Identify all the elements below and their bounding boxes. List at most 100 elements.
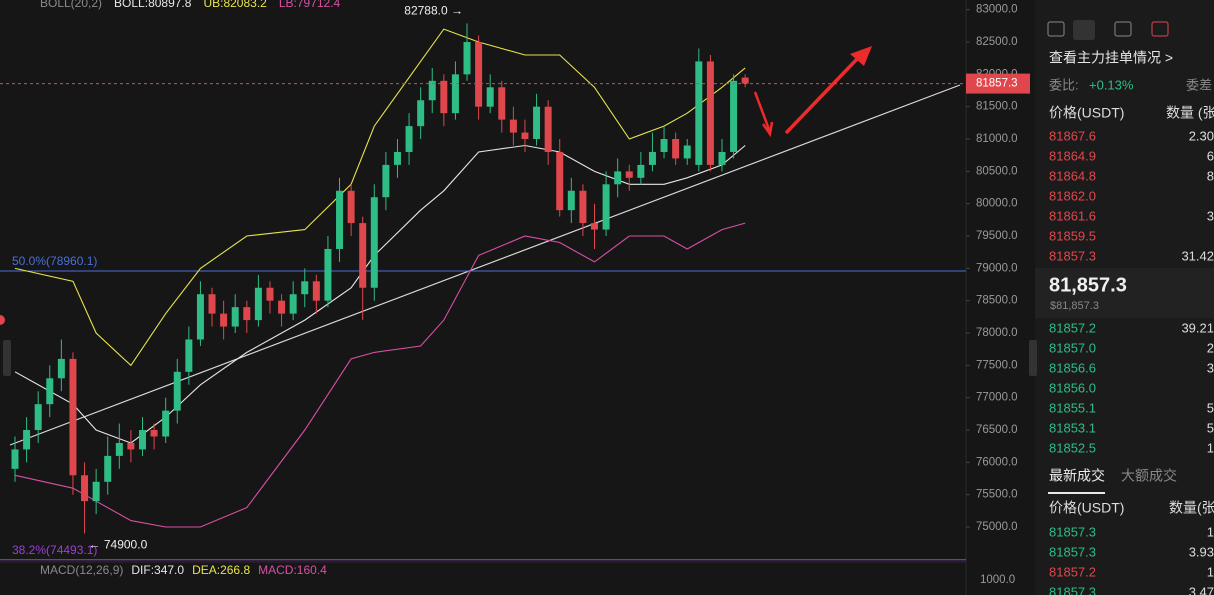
macd-label: DEA:266.8	[192, 563, 250, 577]
ask-amount: 3	[1207, 208, 1214, 223]
y-tick-label: 77500.0	[976, 359, 1018, 371]
candle-body	[440, 80, 448, 114]
candle-body	[324, 248, 332, 301]
candle-body	[591, 223, 598, 230]
candle-body	[463, 42, 471, 75]
ask-price: 81864.8	[1049, 168, 1096, 183]
candle-body	[347, 190, 355, 224]
ratio-value: +0.13%	[1089, 77, 1134, 92]
ask-amount: 2.30	[1189, 128, 1214, 143]
y-tick-label: 75000.0	[976, 521, 1018, 533]
candle-body	[208, 294, 216, 314]
candle-body	[127, 442, 135, 450]
y-tick-label: 79000.0	[976, 262, 1018, 274]
bid-price: 81856.6	[1049, 360, 1096, 375]
candle-body	[486, 87, 494, 107]
candle-body	[150, 430, 158, 437]
candle-body	[23, 430, 31, 450]
band-line	[14, 28, 746, 367]
macd-label: MACD(12,26,9)	[40, 563, 123, 577]
candle-body	[579, 190, 587, 224]
y-tick-label: 76000.0	[976, 456, 1018, 468]
header: 价格(USDT)	[1049, 500, 1124, 516]
price-tag-label: 81857.3	[976, 78, 1018, 90]
y-tick-label: 75500.0	[976, 489, 1018, 501]
y-tick-label: 76500.0	[976, 424, 1018, 436]
bid-price: 81857.2	[1049, 320, 1096, 335]
tool-icon[interactable]	[1047, 21, 1065, 37]
header: 数量(张	[1169, 500, 1214, 516]
candle-body	[509, 119, 517, 133]
tab[interactable]: 大额成交	[1121, 468, 1177, 484]
bid-amount: 2	[1207, 340, 1214, 355]
ask-price: 81857.3	[1049, 248, 1096, 263]
candle-body	[556, 151, 564, 211]
tool-icon[interactable]	[1114, 21, 1132, 37]
collapse-tab[interactable]	[3, 340, 11, 376]
candle-body	[370, 197, 378, 288]
ratio-label: 委比:	[1049, 77, 1079, 92]
macd-label: MACD:160.4	[258, 563, 327, 577]
candle-body	[138, 430, 146, 450]
y-tick-label: 78500.0	[976, 295, 1018, 307]
candle-body	[336, 190, 344, 249]
tab[interactable]: 最新成交	[1049, 468, 1105, 484]
candle-body	[382, 164, 390, 198]
level-label: 38.2%(74493.1)	[12, 543, 97, 557]
annotation: ← 74900.0	[89, 538, 148, 552]
bid-amount: 1	[1207, 440, 1214, 455]
level-label: 50.0%(78960.1)	[12, 254, 97, 268]
trade-amount: 1	[1207, 564, 1214, 579]
bid-amount: 5	[1207, 420, 1214, 435]
candle-body	[544, 106, 552, 152]
candle-body	[695, 61, 703, 165]
y-tick-label: 81000.0	[976, 133, 1018, 145]
candle-body	[266, 287, 274, 301]
bid-price: 81852.5	[1049, 440, 1096, 455]
candle-body	[92, 481, 100, 502]
bid-price: 81856.0	[1049, 380, 1096, 395]
collapse-tab[interactable]	[1029, 340, 1037, 376]
trade-price: 81857.3	[1049, 544, 1096, 559]
candle-body	[196, 294, 204, 340]
bid-price: 81853.1	[1049, 420, 1096, 435]
candle-body	[567, 190, 575, 211]
candle-body	[451, 74, 459, 114]
trade-price: 81857.3	[1049, 584, 1096, 595]
price-tag	[966, 73, 1030, 94]
candle-body	[301, 281, 309, 295]
ask-amount: 6	[1207, 148, 1214, 163]
candle-body	[660, 139, 668, 152]
trade-price: 81857.2	[1049, 564, 1096, 579]
price-box	[1035, 268, 1214, 318]
tool-icon[interactable]	[1151, 21, 1169, 37]
trade-amount: 3.93	[1189, 544, 1214, 559]
ask-amount: 31.42	[1181, 248, 1214, 263]
arrow-down	[753, 91, 774, 138]
candle-body	[405, 126, 413, 152]
y-tick-label: 79500.0	[976, 230, 1018, 242]
candle-body	[475, 42, 483, 107]
diff-label: 委差	[1186, 77, 1212, 92]
main-orders-link[interactable]: 查看主力挂单情况 >	[1049, 50, 1173, 66]
side-dot	[0, 315, 5, 325]
tool-icon[interactable]	[1073, 20, 1095, 40]
candle-body	[34, 404, 42, 431]
y-tick-label: 77000.0	[976, 392, 1018, 404]
candle-body	[672, 139, 680, 159]
candle-body	[498, 87, 506, 120]
candle-body	[278, 300, 286, 314]
candle-body	[521, 132, 529, 140]
candle-body	[359, 223, 367, 288]
bid-price: 81855.1	[1049, 400, 1096, 415]
ask-price: 81862.0	[1049, 188, 1096, 203]
indicator-label: BOLL(20,2)	[40, 0, 102, 10]
candle-body	[57, 358, 65, 379]
last-price: 81,857.3	[1049, 274, 1127, 296]
y-tick-label: 83000.0	[976, 4, 1018, 16]
candle-body	[162, 410, 170, 437]
trend-line	[9, 84, 961, 446]
candle-body	[428, 80, 436, 101]
candle-body	[231, 307, 239, 327]
